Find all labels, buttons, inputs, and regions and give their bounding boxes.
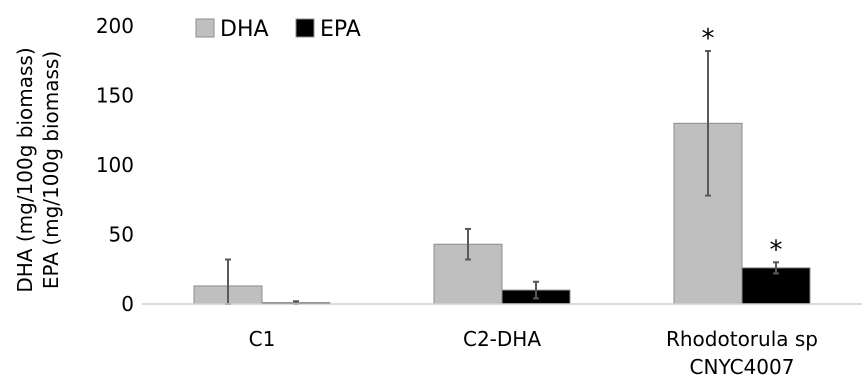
significance-marker: * [702,24,715,54]
significance-marker: * [770,235,783,265]
error-bar-dha [465,227,471,261]
y-tick-label: 0 [121,292,134,316]
error-bar-dha [705,50,711,197]
bars [193,122,811,305]
legend-swatch-epa [295,18,315,38]
y-tick-label: 150 [96,84,134,108]
y-tick-label: 200 [96,14,134,38]
y-axis-ticks: 0 50 100 150 200 [96,14,134,316]
y-tick-label: 100 [96,153,134,177]
legend-swatch-dha [195,18,215,38]
y-axis-label-line-2: EPA (mg/100g biomass) [39,51,63,289]
y-axis-label: DHA (mg/100g biomass) EPA (mg/100g bioma… [13,47,63,292]
x-axis-category-labels: C1 C2-DHA Rhodotorula sp CNYC4007 [249,327,818,378]
error-bar-epa [773,261,779,275]
error-bar-epa [533,280,539,300]
y-axis-label-line-1: DHA (mg/100g biomass) [13,47,37,292]
legend-label-epa: EPA [320,17,361,42]
significance-markers: ** [702,24,783,265]
y-tick-label: 50 [109,223,134,247]
x-category-label: C2-DHA [463,327,541,351]
x-category-label: C1 [249,327,276,351]
legend-label-dha: DHA [220,17,269,42]
legend: DHA EPA [195,17,361,42]
x-category-label: Rhodotorula sp CNYC4007 [666,327,818,378]
